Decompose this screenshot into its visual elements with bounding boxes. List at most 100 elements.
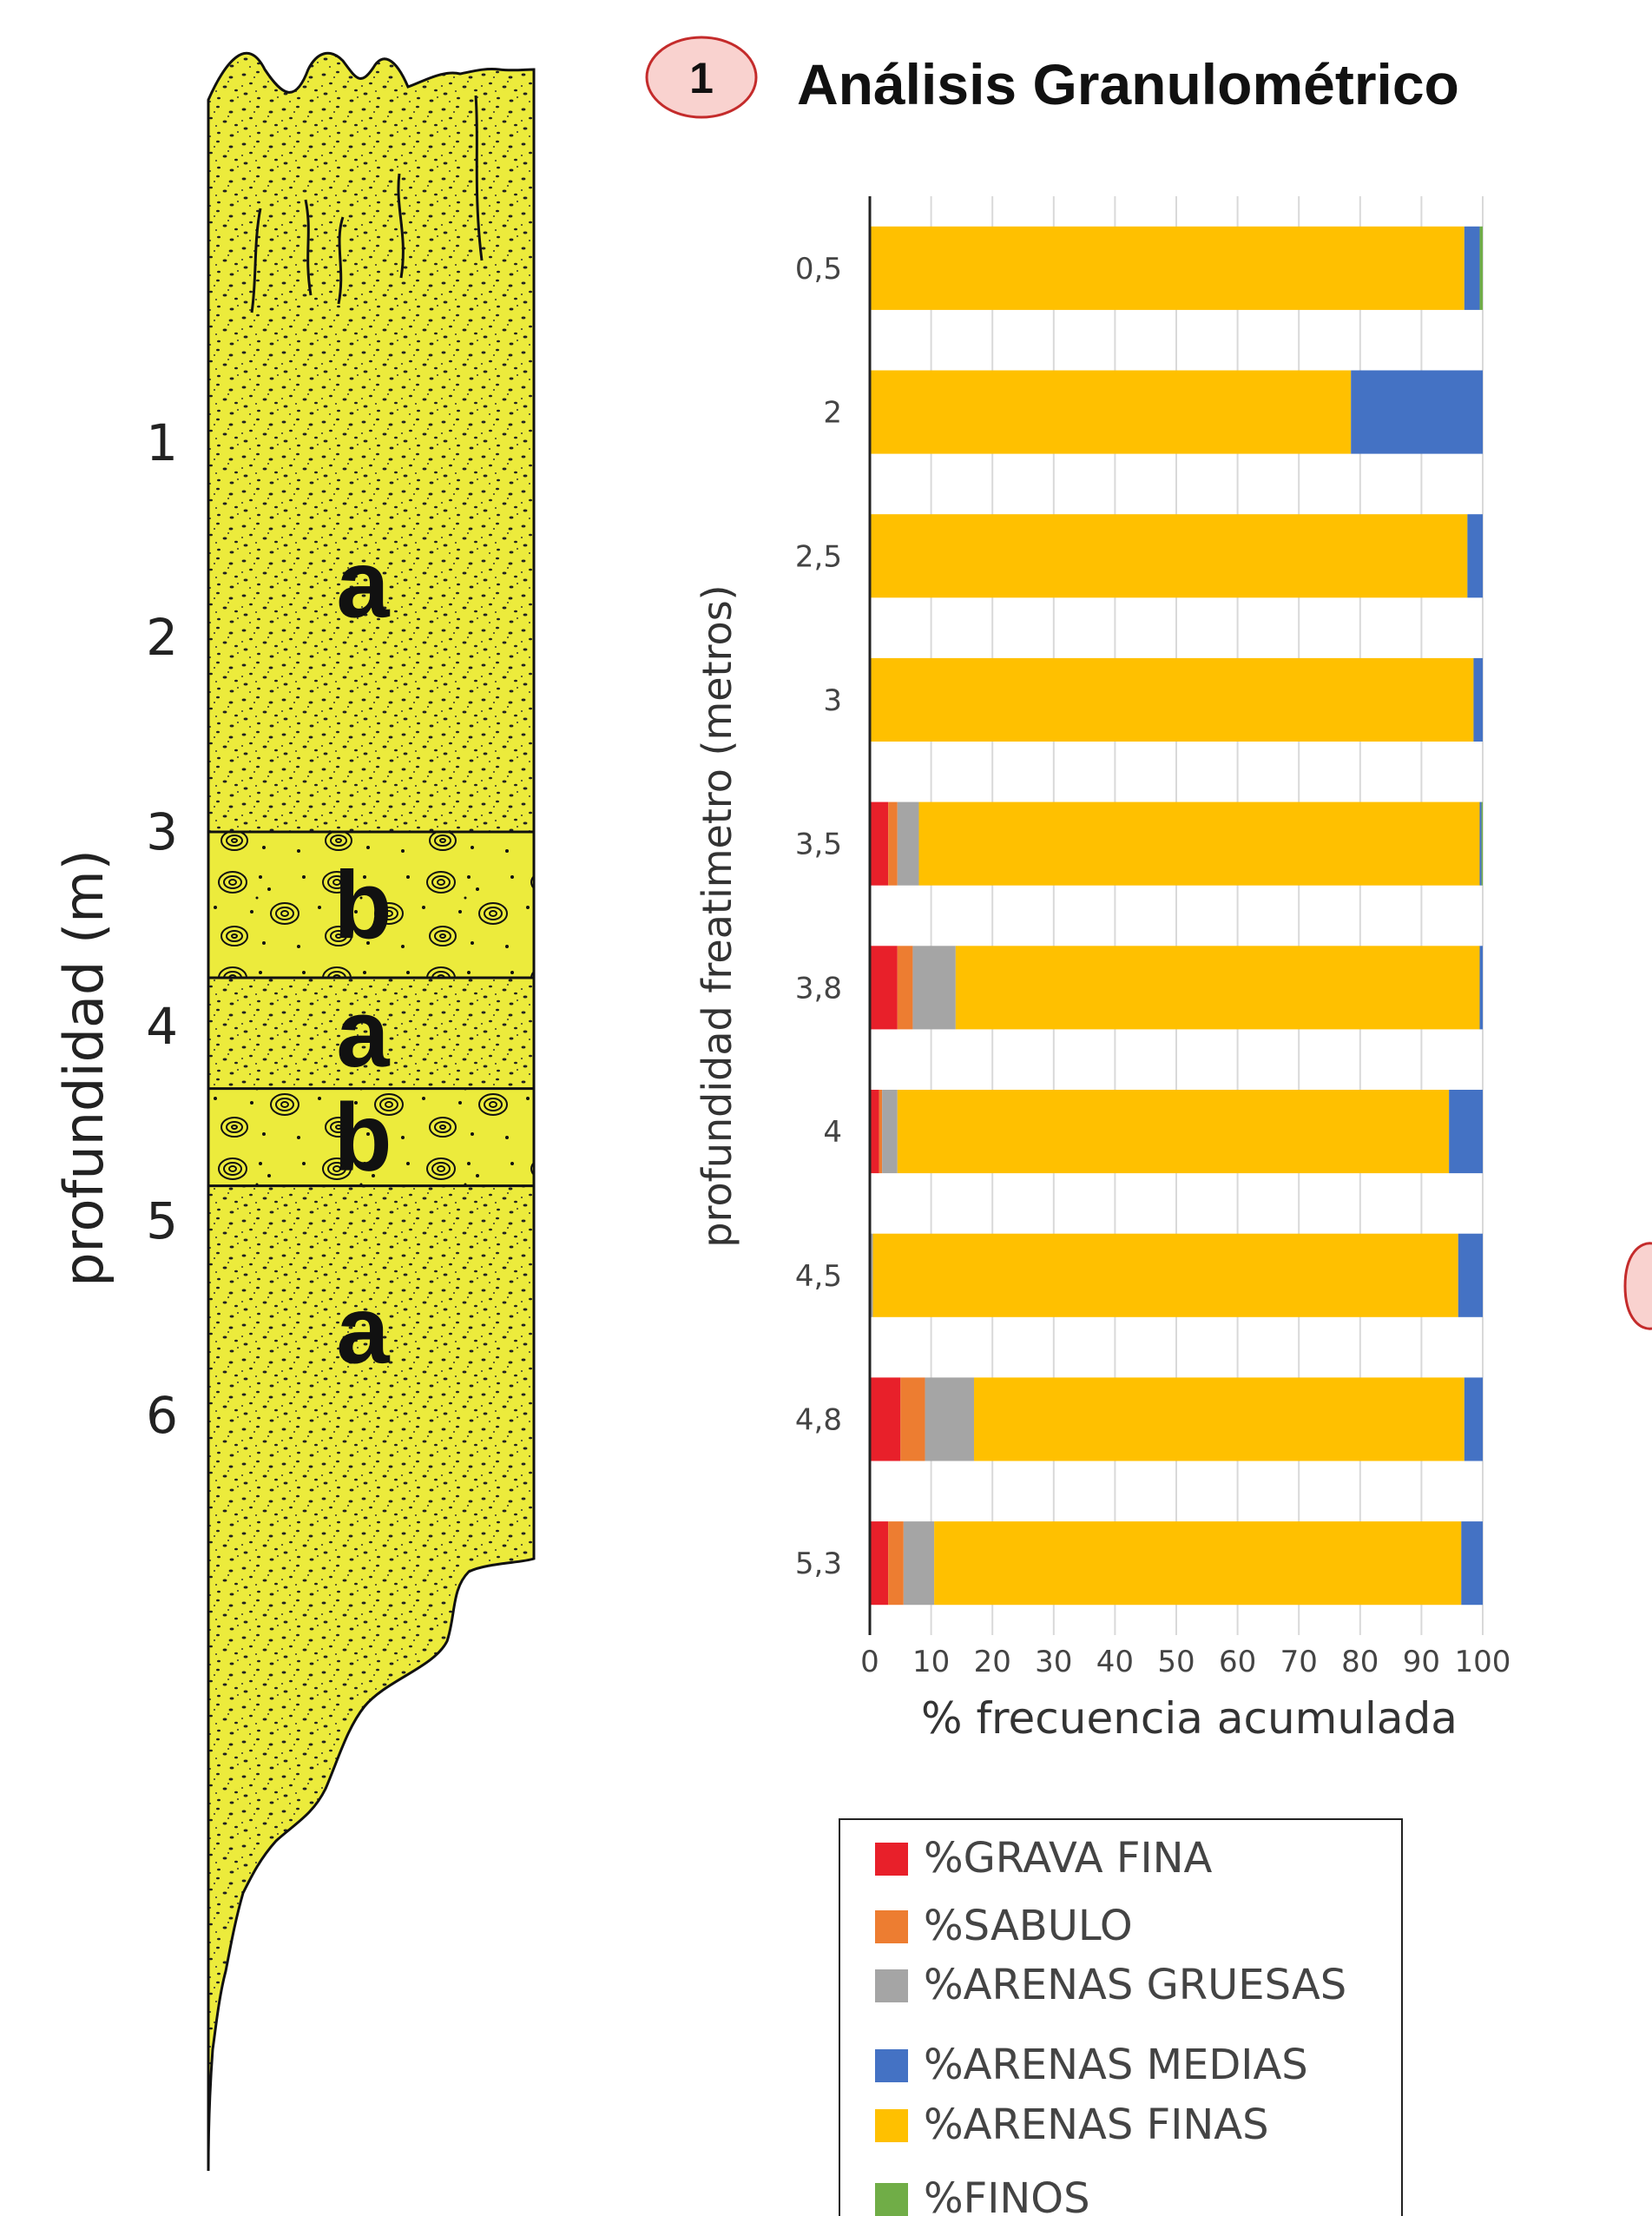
- bar-segment: [872, 1233, 1458, 1317]
- bar-segment: [934, 1521, 1462, 1606]
- layer-label: a: [336, 1276, 390, 1383]
- bar-segment: [870, 1377, 901, 1461]
- root-lines: [250, 95, 484, 313]
- chart-x-tick-label: 50: [1157, 1645, 1195, 1679]
- page-title: Análisis Granulométrico: [797, 52, 1459, 116]
- legend-label: %ARENAS GRUESAS: [924, 1961, 1346, 2009]
- bar-segment: [870, 946, 898, 1030]
- column-tick-labels: 1 2 3 4 5 6: [146, 413, 178, 1445]
- bar-segment: [870, 1089, 879, 1174]
- column-tick-label: 1: [146, 413, 178, 472]
- second-badge-fragment: [1623, 1242, 1652, 1330]
- chart-legend: %GRAVA FINA %SABULO %ARENAS GRUESAS %ARENAS…: [839, 1818, 1403, 2216]
- column-layer-gravel: [208, 832, 534, 978]
- bar-segment: [882, 1089, 898, 1174]
- chart-x-tick-label: 10: [912, 1645, 950, 1679]
- bar-segment: [888, 801, 898, 886]
- column-tick-label: 2: [146, 608, 178, 667]
- bar-segment: [1351, 370, 1483, 454]
- bar-segment: [925, 1377, 975, 1461]
- legend-swatch: [875, 1843, 908, 1876]
- legend-label: %GRAVA FINA: [924, 1834, 1213, 1883]
- chart-category-label: 3: [823, 683, 842, 718]
- bar-segment: [918, 801, 1480, 886]
- bar-segment: [1479, 226, 1483, 310]
- chart-category-label: 4,5: [795, 1259, 842, 1294]
- bar-segment: [912, 946, 956, 1030]
- column-tick-label: 3: [146, 802, 178, 861]
- bar-segment: [870, 657, 1474, 742]
- chart-x-tick-label: 40: [1096, 1645, 1134, 1679]
- legend-swatch: [875, 2109, 908, 2142]
- bar-segment: [870, 1521, 889, 1606]
- bar-segment: [1479, 946, 1483, 1030]
- bar-segment: [870, 514, 1468, 598]
- chart-x-axis-title: % frecuencia acumulada: [921, 1693, 1458, 1744]
- legend-swatch: [875, 2183, 908, 2216]
- legend-label: %ARENAS FINAS: [924, 2101, 1269, 2149]
- chart-x-tick-label: 80: [1341, 1645, 1379, 1679]
- header-badge: [645, 36, 758, 119]
- chart-x-tick-label: 0: [860, 1645, 879, 1679]
- chart-x-tick-label: 90: [1403, 1645, 1440, 1679]
- chart-category-label: 2,5: [795, 539, 842, 574]
- chart-bars: [870, 226, 1483, 1606]
- chart-category-label: 3,5: [795, 828, 842, 862]
- chart-category-label: 3,8: [795, 971, 842, 1006]
- column-tick-label: 6: [146, 1386, 178, 1445]
- bar-segment: [897, 1089, 1450, 1174]
- bar-segment: [1473, 657, 1483, 742]
- header-badge-number: 1: [689, 54, 714, 102]
- chart-x-tick-labels: 0 10 20 30 40 50 60 70 80 90 100: [860, 1645, 1510, 1679]
- bar-chart: 0,5 2 2,5 3 3,5 3,8 4 4,5 4,8 5,3 0 10 20 30 40 50 60 70…: [694, 196, 1510, 1744]
- legend-label: %FINOS: [924, 2174, 1090, 2216]
- legend-label: %SABULO: [924, 1902, 1133, 1950]
- chart-category-label: 5,3: [795, 1547, 842, 1581]
- bar-segment: [955, 946, 1480, 1030]
- bar-segment: [1458, 1233, 1483, 1317]
- bar-segment: [870, 370, 1352, 454]
- bar-segment: [870, 1233, 873, 1317]
- chart-x-tick-label: 100: [1455, 1645, 1511, 1679]
- bar-segment: [879, 1089, 883, 1174]
- bar-segment: [870, 801, 889, 886]
- column-layer-gravel: [208, 1088, 534, 1186]
- bar-segment: [974, 1377, 1464, 1461]
- bar-segment: [1449, 1089, 1483, 1174]
- layer-label: a: [336, 531, 390, 637]
- chart-category-label: 2: [823, 396, 842, 431]
- legend-label: %ARENAS MEDIAS: [924, 2041, 1308, 2089]
- legend-box: [839, 1818, 1403, 2216]
- column-layer-sand: [208, 53, 534, 832]
- column-layer-sand: [208, 978, 534, 1089]
- layer-label: b: [333, 1085, 392, 1191]
- legend-swatch: [875, 1910, 908, 1943]
- chart-category-labels: 0,5 2 2,5 3 3,5 3,8 4 4,5 4,8 5,3: [795, 252, 842, 1581]
- bar-segment: [1467, 514, 1483, 598]
- layer-label: a: [336, 980, 390, 1087]
- bar-segment: [897, 801, 919, 886]
- legend-swatch: [875, 1969, 908, 2002]
- bar-segment: [870, 226, 1464, 310]
- chart-x-tick-label: 20: [974, 1645, 1011, 1679]
- column-tick-label: 5: [146, 1191, 178, 1250]
- chart-x-tick-label: 60: [1219, 1645, 1256, 1679]
- bar-segment: [900, 1377, 925, 1461]
- column-axis-label: profundidad (m): [52, 849, 115, 1287]
- chart-category-label: 4,8: [795, 1402, 842, 1437]
- bar-segment: [1481, 801, 1483, 886]
- header: 1 Análisis Granulométrico: [645, 36, 1459, 119]
- bar-segment: [903, 1521, 935, 1606]
- bar-segment: [1479, 801, 1482, 886]
- column-tick-label: 4: [146, 997, 178, 1056]
- chart-category-label: 4: [823, 1115, 842, 1150]
- chart-x-tick-label: 30: [1035, 1645, 1072, 1679]
- bar-segment: [888, 1521, 904, 1606]
- chart-y-axis-title: profundidad freatimetro (metros): [694, 584, 740, 1247]
- chart-x-tick-label: 70: [1280, 1645, 1318, 1679]
- chart-category-label: 0,5: [795, 252, 842, 287]
- bar-segment: [897, 946, 913, 1030]
- bar-segment: [1464, 226, 1480, 310]
